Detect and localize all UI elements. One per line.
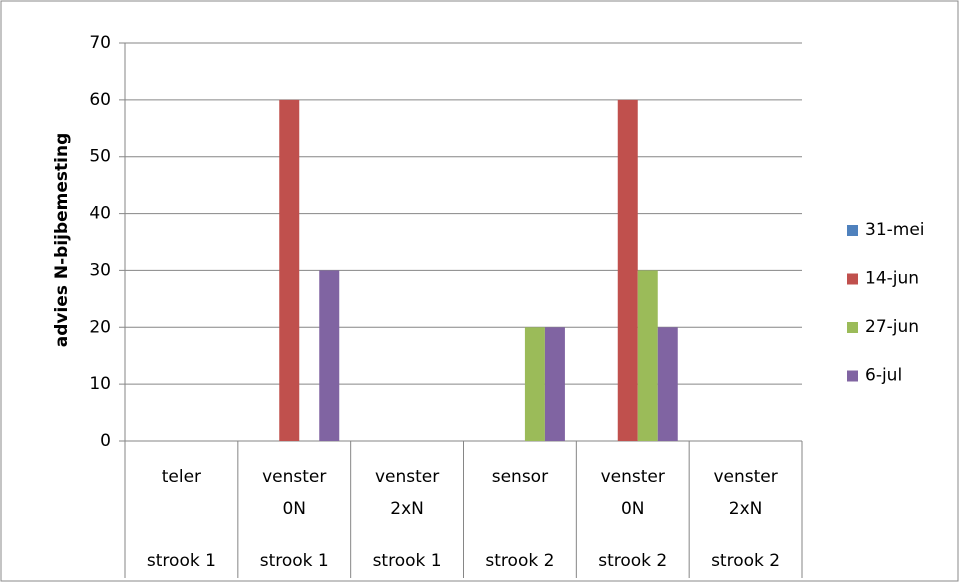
group-label: strook 1 — [146, 551, 216, 571]
group-label: strook 2 — [711, 551, 781, 571]
y-tick-label: 10 — [89, 374, 111, 394]
bar — [279, 99, 300, 441]
group-label: strook 2 — [598, 551, 668, 571]
y-axis-title: advies N-bijbemesting — [52, 133, 72, 348]
legend-swatch — [847, 370, 858, 382]
bar — [524, 327, 545, 441]
group-label: strook 1 — [259, 551, 329, 571]
y-tick-label: 50 — [89, 147, 111, 167]
group-label: strook 1 — [372, 551, 442, 571]
legend-label: 6-jul — [865, 366, 902, 386]
bar — [657, 327, 678, 441]
x-tick-label: venster 0N — [600, 467, 665, 519]
y-tick-label: 60 — [89, 90, 111, 110]
x-tick-label: venster 2xN — [713, 467, 778, 519]
bar — [544, 327, 565, 441]
y-tick-label: 70 — [89, 33, 111, 53]
group-label: strook 2 — [485, 551, 555, 571]
legend-swatch — [847, 273, 858, 285]
x-tick-label: venster 0N — [262, 467, 327, 519]
x-tick-label: sensor — [491, 467, 549, 487]
y-tick-label: 0 — [100, 431, 111, 451]
bar — [319, 270, 340, 441]
legend-swatch — [847, 322, 858, 333]
x-tick-label: teler — [161, 467, 202, 487]
y-tick-label: 30 — [89, 260, 111, 280]
legend-label: 27-jun — [865, 317, 919, 337]
legend-label: 31-mei — [865, 220, 925, 240]
y-tick-label: 20 — [89, 317, 111, 337]
y-tick-label: 40 — [89, 204, 111, 224]
legend-label: 14-jun — [865, 269, 919, 289]
bar — [637, 270, 658, 441]
x-tick-label: venster 2xN — [374, 467, 440, 519]
legend-swatch — [847, 225, 858, 236]
bar — [617, 99, 638, 441]
